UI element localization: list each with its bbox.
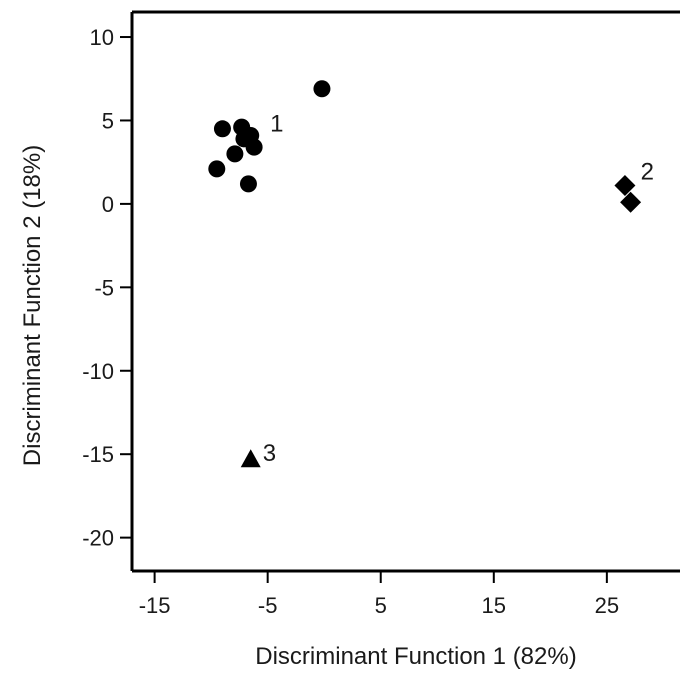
point-diamond — [620, 191, 642, 213]
x-tick-label: 15 — [482, 593, 506, 618]
point-circle — [208, 160, 226, 178]
y-axis-title: Discriminant Function 2 (18%) — [19, 145, 46, 466]
x-tick-label: -5 — [258, 593, 278, 618]
group-label-2: 2 — [641, 159, 654, 186]
y-tick-label: -15 — [82, 442, 114, 467]
point-circle — [313, 80, 331, 98]
y-tick-label: -10 — [82, 359, 114, 384]
data-points — [208, 80, 642, 468]
point-circle — [213, 120, 231, 138]
point-circle — [226, 145, 244, 163]
group-label-1: 1 — [270, 110, 283, 137]
point-circle — [245, 138, 263, 156]
x-tick-label: -15 — [139, 593, 171, 618]
group-labels: 1 2 3 — [263, 110, 654, 467]
y-tick-label: -20 — [82, 526, 114, 551]
point-diamond — [614, 175, 636, 197]
x-tick-label: 25 — [595, 593, 619, 618]
point-triangle — [240, 449, 261, 468]
x-axis-title: Discriminant Function 1 (82%) — [255, 643, 576, 670]
point-circle — [239, 175, 257, 193]
y-tick-label: 10 — [90, 25, 114, 50]
y-tick-label: -5 — [94, 275, 114, 300]
y-tick-label: 0 — [102, 192, 114, 217]
group-label-3: 3 — [263, 440, 276, 467]
y-axis: 10 5 0 -5 -10 -15 -20 — [82, 25, 132, 551]
x-axis: -15 -5 5 15 25 — [139, 571, 619, 618]
x-tick-label: 5 — [375, 593, 387, 618]
y-tick-label: 5 — [102, 108, 114, 133]
plot-frame — [130, 10, 680, 573]
